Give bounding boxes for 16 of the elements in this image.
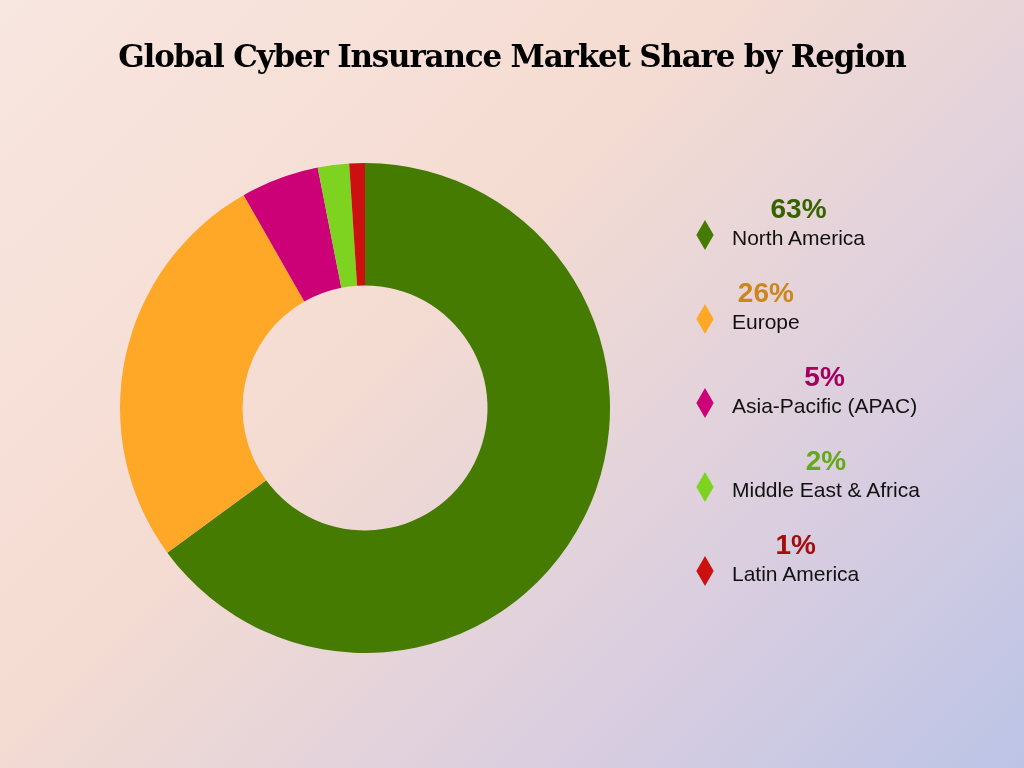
donut-slice xyxy=(120,195,305,553)
donut-slice xyxy=(317,163,358,288)
donut-slice xyxy=(349,163,365,286)
donut-slice xyxy=(167,163,610,653)
legend-label: North America xyxy=(732,225,866,251)
chart-title: Global Cyber Insurance Market Share by Region xyxy=(117,38,907,74)
legend-label: Asia-Pacific (APAC) xyxy=(732,393,918,419)
data-label: 63% xyxy=(769,193,828,225)
legend-label: Europe xyxy=(732,309,800,335)
donut-slice xyxy=(243,167,342,302)
data-label: 2% xyxy=(804,445,848,477)
data-label: 1% xyxy=(774,529,817,561)
legend-label: Middle East & Africa xyxy=(732,477,920,503)
legend-label: Latin America xyxy=(732,561,860,587)
data-label: 26% xyxy=(736,277,795,309)
data-label: 5% xyxy=(803,361,846,393)
